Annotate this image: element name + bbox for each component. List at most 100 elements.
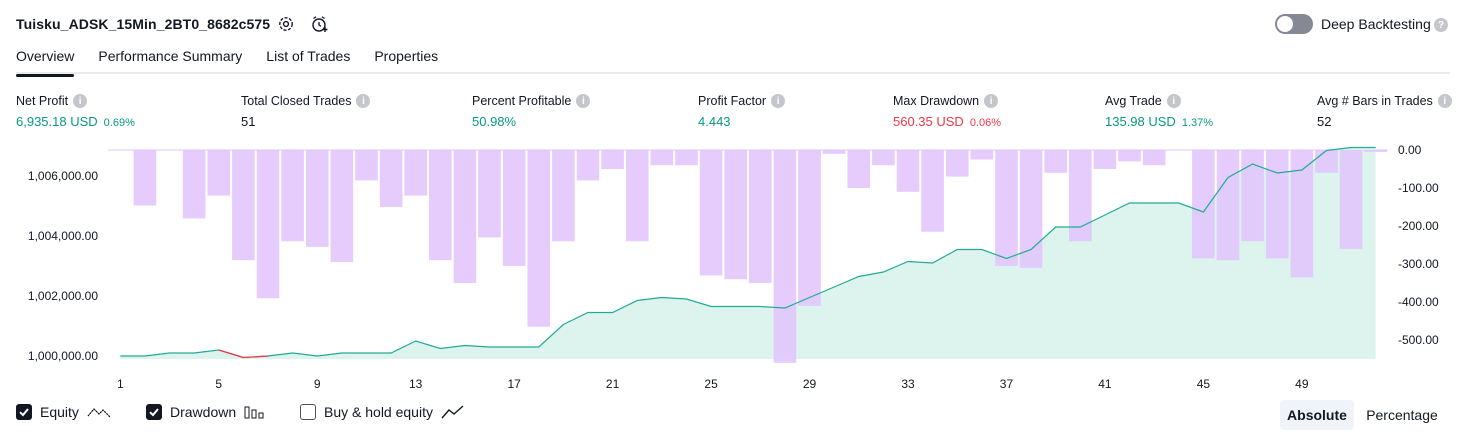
equity-loss-segment: [243, 355, 269, 359]
metric-label: Profit Factor: [698, 94, 767, 108]
y-left-tick-label: 1,002,000.00: [28, 289, 98, 303]
x-tick-label: 25: [704, 377, 718, 391]
drawdown-bar: [847, 150, 871, 188]
info-icon[interactable]: i: [576, 94, 591, 108]
drawdown-bar: [379, 150, 403, 207]
strategy-title: Tuisku_ADSK_15Min_2BT0_8682c575: [16, 16, 271, 32]
metric-value: 50.98%: [472, 114, 517, 129]
tab-overview[interactable]: Overview: [16, 48, 75, 77]
drawdown-bar: [1019, 150, 1043, 268]
drawdown-bar: [896, 150, 920, 192]
drawdown-bar: [1290, 150, 1314, 278]
drawdown-bar: [1265, 150, 1289, 259]
drawdown-bar: [478, 150, 501, 238]
info-icon[interactable]: i: [1437, 94, 1452, 108]
x-tick-label: 17: [507, 377, 521, 391]
bar-chart-icon: [244, 406, 264, 419]
drawdown-bar: [232, 150, 255, 261]
x-tick-label: 41: [1098, 377, 1112, 391]
buy-hold-checkbox[interactable]: [300, 404, 316, 420]
drawdown-bar: [1093, 150, 1117, 169]
tab-properties[interactable]: Properties: [374, 48, 439, 64]
drawdown-bar: [1118, 150, 1141, 162]
drawdown-bar: [552, 150, 575, 242]
drawdown-bar: [1069, 150, 1092, 242]
add-alert-clock-icon[interactable]: [310, 14, 330, 34]
metric-value: 6,935.18 USD: [16, 114, 98, 129]
legend-equity[interactable]: Equity: [16, 404, 111, 420]
drawdown-bar: [133, 150, 157, 206]
metric-label: Net Profit: [16, 94, 69, 108]
metric-label: Max Drawdown: [893, 94, 980, 108]
legend-label: Equity: [40, 404, 79, 420]
equity-checkbox[interactable]: [16, 404, 32, 420]
drawdown-bar: [601, 150, 624, 169]
info-icon[interactable]: i: [356, 94, 371, 108]
metric-avg-bars-in-trades: Avg # Bars in Trades i 52: [1317, 94, 1452, 129]
metric-value: 135.98 USD: [1105, 114, 1176, 129]
drawdown-bar: [1315, 150, 1338, 173]
metric-net-profit: Net Profit i 6,935.18 USD 0.69%: [16, 94, 135, 129]
info-icon[interactable]: i: [1166, 94, 1181, 108]
legend-buy-hold[interactable]: Buy & hold equity: [300, 404, 465, 420]
deep-backtesting-label: Deep Backtesting: [1321, 16, 1431, 32]
metric-percent: 0.69%: [103, 117, 135, 129]
metric-total-closed-trades: Total Closed Trades i 51: [241, 94, 371, 129]
equity-line-icon: [87, 408, 111, 418]
help-question-icon[interactable]: ?: [1434, 18, 1448, 32]
drawdown-bar: [330, 150, 354, 263]
drawdown-bar: [404, 150, 427, 196]
drawdown-checkbox[interactable]: [146, 404, 162, 420]
metric-label: Avg Trade: [1105, 94, 1162, 108]
y-right-tick-label: -300.00: [1398, 257, 1439, 271]
drawdown-bar: [1339, 150, 1363, 249]
y-left-tick-label: 1,004,000.00: [28, 229, 98, 243]
equity-line: [120, 146, 1376, 359]
percentage-mode-button[interactable]: Percentage: [1366, 407, 1438, 423]
x-tick-label: 45: [1197, 377, 1211, 391]
drawdown-bar: [724, 150, 747, 280]
drawdown-bar: [921, 150, 944, 232]
drawdown-bar: [256, 150, 280, 299]
legend-label: Drawdown: [170, 404, 237, 420]
info-icon[interactable]: i: [984, 94, 999, 108]
drawdown-bar: [576, 150, 600, 181]
drawdown-bar: [182, 150, 206, 219]
y-right-tick-label: 0.00: [1398, 143, 1422, 157]
drawdown-bar: [1044, 150, 1067, 173]
y-left-tick-label: 1,000,000.00: [28, 349, 98, 363]
drawdown-bar: [281, 150, 304, 242]
drawdown-bar: [675, 150, 698, 166]
tab-performance-summary[interactable]: Performance Summary: [98, 48, 243, 64]
tab-list-of-trades[interactable]: List of Trades: [266, 48, 351, 64]
equity-area: [120, 147, 1376, 359]
drawdown-bar: [945, 150, 969, 177]
drawdown-bar: [502, 150, 526, 266]
y-right-tick-label: -100.00: [1398, 181, 1439, 195]
drawdown-bar: [798, 150, 821, 306]
absolute-mode-button[interactable]: Absolute: [1280, 400, 1354, 430]
info-icon[interactable]: i: [771, 94, 786, 108]
x-tick-label: 29: [803, 377, 817, 391]
settings-gear-icon[interactable]: [276, 14, 296, 34]
metric-label: Avg # Bars in Trades: [1317, 94, 1433, 108]
x-tick-label: 37: [1000, 377, 1014, 391]
drawdown-bar: [355, 150, 378, 181]
info-icon[interactable]: i: [73, 94, 88, 108]
x-tick-label: 5: [215, 377, 222, 391]
metric-percent: 1.37%: [1181, 117, 1214, 129]
x-tick-label: 13: [409, 377, 423, 391]
deep-backtesting-toggle[interactable]: [1275, 14, 1313, 34]
drawdown-bar: [1241, 150, 1264, 242]
x-tick-label: 1: [117, 377, 124, 391]
drawdown-bar: [699, 150, 723, 276]
metric-value: 4.443: [698, 114, 731, 129]
y-left-tick-label: 1,006,000.00: [28, 169, 98, 183]
y-right-tick-label: -400.00: [1398, 295, 1439, 309]
y-right-tick-label: -200.00: [1398, 219, 1439, 233]
drawdown-bar: [305, 150, 329, 247]
metric-value: 560.35 USD: [893, 114, 964, 129]
legend-drawdown[interactable]: Drawdown: [146, 404, 266, 420]
equity-drawdown-chart: 1,000,000.00 1,002,000.00 1,004,000.00 1,00…: [28, 143, 1439, 391]
x-tick-label: 21: [606, 377, 620, 391]
